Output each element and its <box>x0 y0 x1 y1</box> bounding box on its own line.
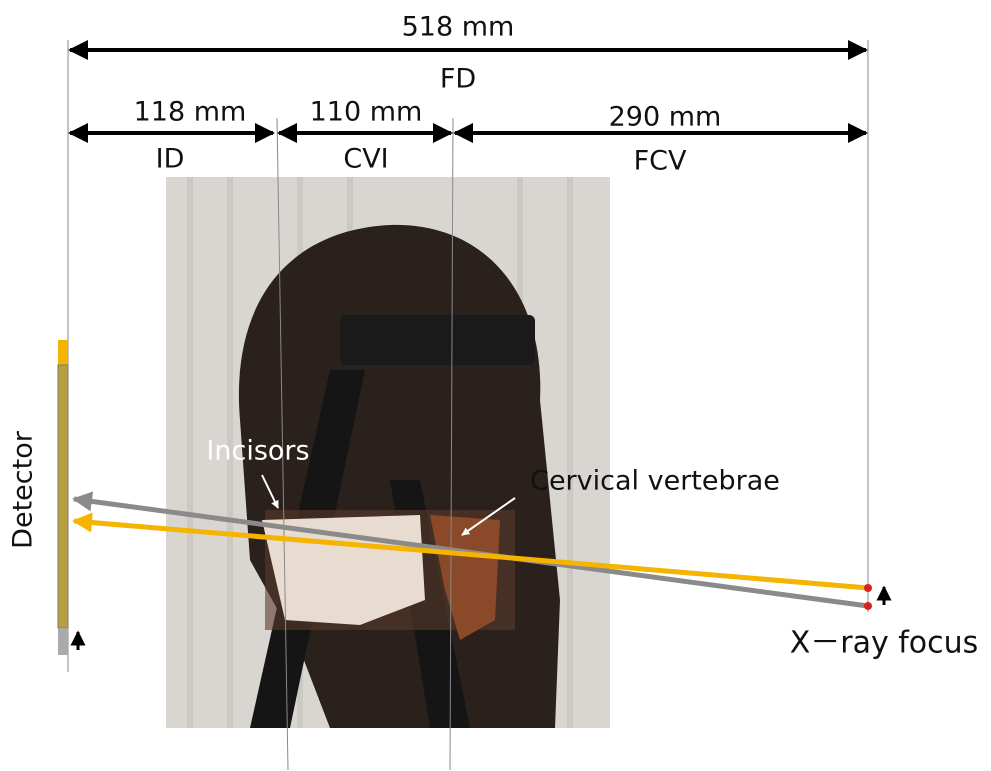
diagram: 518 mm FD 118 mm ID 110 mm CVI 290 mm FC… <box>0 0 991 771</box>
dimension-label: ID <box>156 144 185 175</box>
page: 518 mm FD 118 mm ID 110 mm CVI 290 mm FC… <box>0 0 991 771</box>
dimension-label: FD <box>440 64 476 95</box>
dimension-label: FCV <box>634 146 687 177</box>
dimension-length: 290 mm <box>609 102 722 133</box>
dimension-label: CVI <box>343 144 388 175</box>
cervical-label: Cervical vertebrae <box>530 466 780 497</box>
dimension-length: 518 mm <box>402 12 515 43</box>
focus-point <box>864 584 872 592</box>
dimension-length: 118 mm <box>134 97 247 128</box>
dimension-length: 110 mm <box>310 97 423 128</box>
focus-point <box>864 602 872 610</box>
detector-label: Detector <box>8 430 39 549</box>
incisors-label: Incisors <box>206 436 309 467</box>
detector <box>58 340 68 655</box>
focus-label: X－ray focus <box>790 626 979 661</box>
